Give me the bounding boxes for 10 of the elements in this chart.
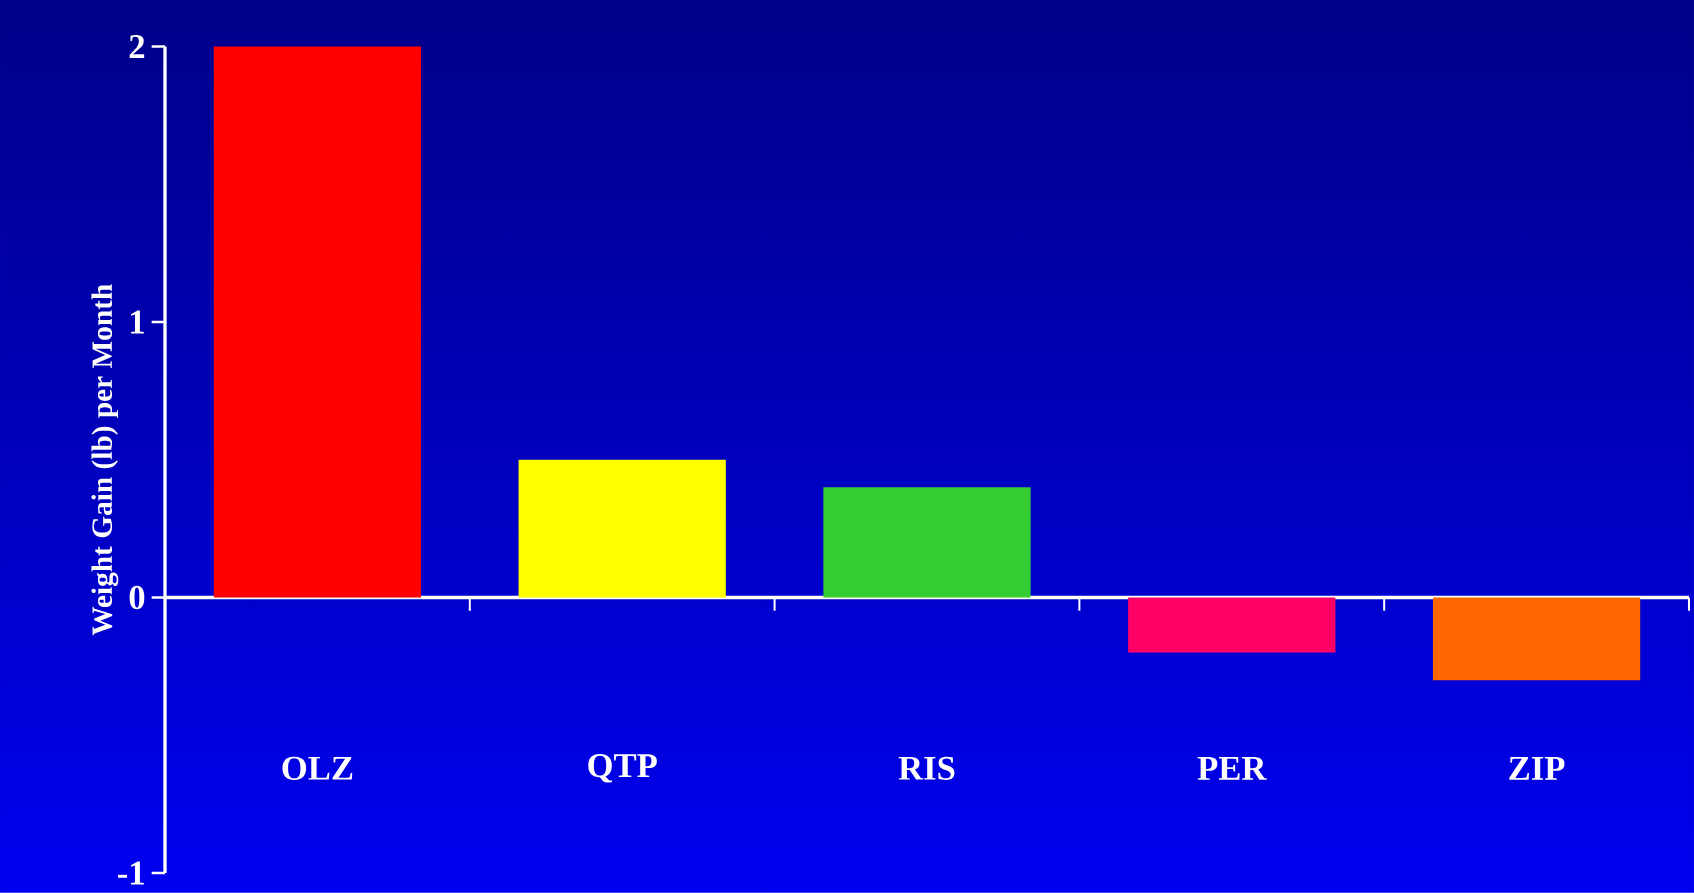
x-tick-label: OLZ [282, 756, 353, 780]
y-tick-label: 1 [131, 310, 144, 334]
y-tick-label: 0 [129, 585, 145, 610]
y-tick-label: 2 [129, 35, 145, 58]
y-tick-label: -1 [118, 861, 144, 885]
x-tick-label: ZIP [1509, 756, 1565, 780]
x-tick-label: PER [1197, 756, 1267, 780]
x-tick-label: QTP [588, 754, 657, 783]
x-tick-label: RIS [898, 756, 955, 780]
y-axis-title: Weight Gain (lb) per Month [91, 284, 119, 636]
